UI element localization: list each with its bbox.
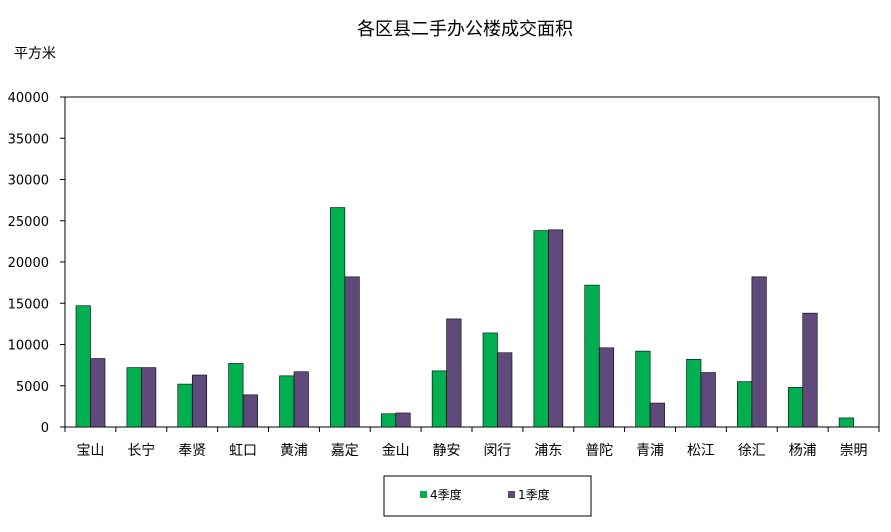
bar-4q <box>635 350 651 428</box>
x-tick-label: 普陀 <box>585 443 613 459</box>
x-tick-label: 松江 <box>687 443 715 459</box>
y-axis-ticks: 0 5000 10000 15000 20000 25000 30000 35000 40000 <box>8 91 65 436</box>
x-tick-label: 宝山 <box>76 443 104 459</box>
bar-4q <box>380 413 397 428</box>
x-tick-label: 嘉定 <box>331 443 359 459</box>
bar-1q <box>649 402 665 428</box>
bar-4q <box>330 207 346 428</box>
bar-4q <box>838 417 854 428</box>
legend-label-4q: 4季度 <box>430 487 462 502</box>
x-axis-ticks: 宝山 长宁 奉贤 虹口 黄浦 嘉定 金山 静安 闵行 浦东 普陀 青浦 松江 徐汇 杨浦 崇明 <box>64 427 880 459</box>
bar-1q <box>191 374 208 428</box>
chart-title: 各区县二手办公楼成交面积 <box>357 19 573 40</box>
y-tick-label: 0 <box>41 421 49 436</box>
y-axis-label: 平方米 <box>14 46 56 62</box>
bar-1q <box>802 312 818 428</box>
y-tick-label: 5000 <box>16 380 49 395</box>
bar-4q <box>584 284 600 428</box>
x-tick-label: 杨浦 <box>789 443 817 459</box>
legend-swatch-4q <box>420 491 427 498</box>
y-tick-label: 40000 <box>8 91 49 106</box>
x-tick-label: 黄浦 <box>280 442 308 459</box>
x-tick-label: 虹口 <box>229 443 257 459</box>
x-tick-label: 静安 <box>433 443 461 459</box>
bar-1q <box>141 367 157 428</box>
bar-4q <box>228 363 244 428</box>
bar-4q <box>482 332 498 428</box>
x-tick-label: 奉贤 <box>178 443 206 459</box>
bar-1q <box>751 276 767 428</box>
bar-1q <box>293 371 309 428</box>
bar-1q <box>395 412 411 428</box>
bar-1q <box>90 358 106 428</box>
bar-4q <box>686 359 702 428</box>
bar-4q <box>737 381 753 428</box>
bar-1q <box>598 347 615 428</box>
x-tick-label: 崇明 <box>840 443 868 459</box>
y-tick-label: 10000 <box>8 339 49 354</box>
x-tick-label: 徐汇 <box>738 443 766 459</box>
x-tick-label: 金山 <box>382 443 410 459</box>
bar-1q <box>242 394 258 428</box>
legend-label-1q: 1季度 <box>518 487 550 502</box>
bar-1q <box>344 276 360 428</box>
x-tick-label: 闵行 <box>483 443 511 459</box>
bar-4q <box>787 387 804 428</box>
bar-4q <box>75 305 91 428</box>
bar-1q <box>497 352 513 428</box>
bar-1q <box>700 372 716 428</box>
x-tick-label: 浦东 <box>534 443 562 459</box>
bar-4q <box>177 383 193 428</box>
bar-series-group <box>75 207 854 428</box>
bar-1q <box>446 318 462 428</box>
bar-4q <box>431 370 447 428</box>
y-tick-label: 20000 <box>8 256 49 271</box>
x-tick-label: 长宁 <box>127 442 155 459</box>
y-tick-label: 15000 <box>8 297 49 312</box>
bar-4q <box>279 375 295 428</box>
x-tick-label: 青浦 <box>636 443 664 459</box>
legend-box <box>383 475 592 517</box>
legend: 4季度 1季度 <box>383 475 592 517</box>
bar-4q <box>126 367 142 428</box>
y-tick-label: 35000 <box>8 132 49 147</box>
bar-4q <box>533 230 549 428</box>
y-tick-label: 25000 <box>8 215 49 230</box>
legend-swatch-1q <box>508 491 515 498</box>
bar-1q <box>548 229 564 428</box>
y-tick-label: 30000 <box>8 174 49 189</box>
